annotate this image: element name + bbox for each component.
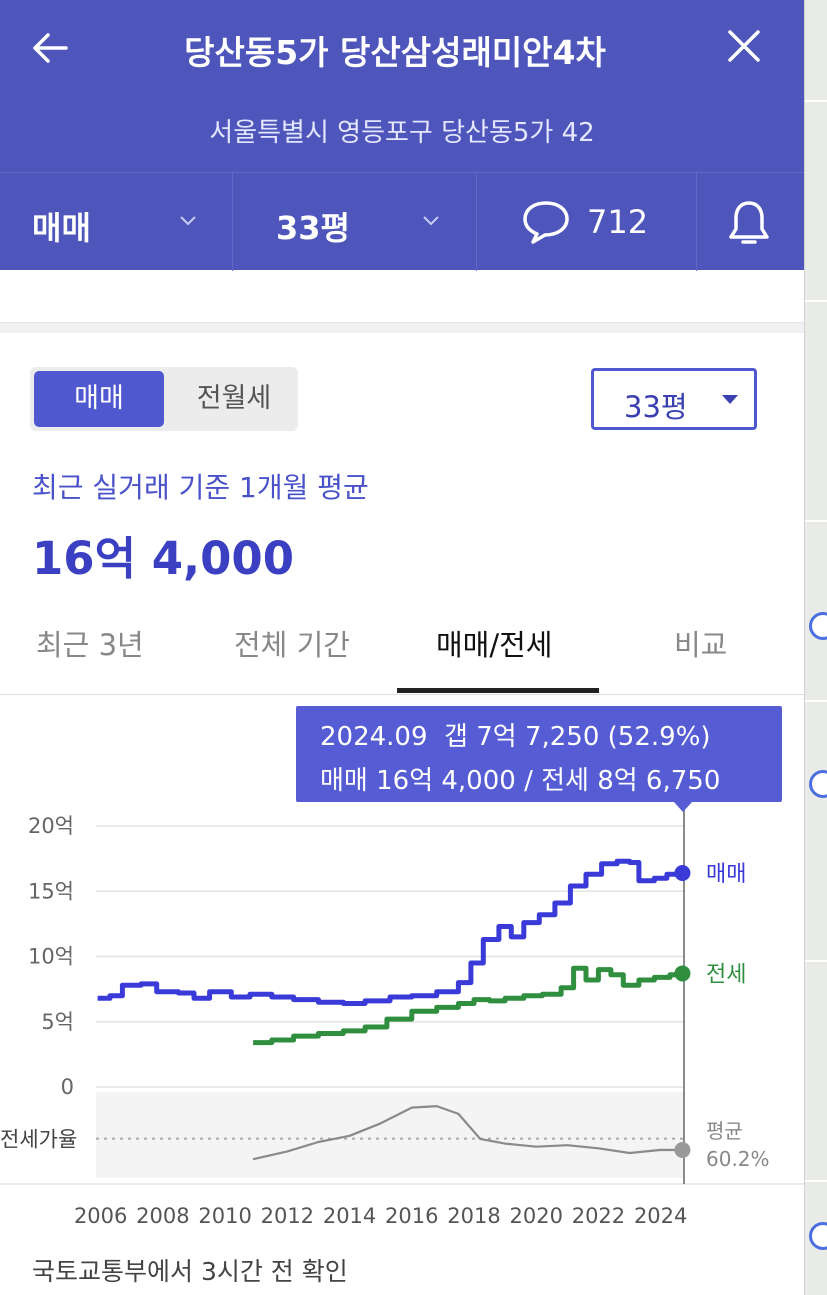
series-line-sale — [97, 858, 685, 1006]
series-label-jeonse: 전세 — [706, 962, 746, 987]
chart-tooltip: 2024.09 갭 7억 7,250 (52.9%) 매매 16억 4,000 … — [296, 706, 782, 812]
x-tick-label: 2006 — [74, 1204, 127, 1228]
active-tab-indicator — [397, 688, 599, 693]
tab-all-period[interactable]: 전체 기간 — [234, 628, 350, 662]
trade-type-dropdown[interactable]: 매매 — [0, 173, 233, 271]
trade-type-label: 매매 — [32, 209, 91, 247]
close-icon[interactable] — [726, 28, 762, 64]
speech-bubble-icon — [523, 201, 569, 244]
average-price: 16억 4,000 — [32, 532, 295, 585]
sale-end-marker — [674, 864, 691, 881]
bell-icon — [729, 201, 769, 244]
size-select[interactable]: 33평 — [591, 368, 757, 430]
x-tick-label: 2016 — [385, 1204, 438, 1228]
x-tick-label: 2024 — [634, 1204, 687, 1228]
ratio-end-marker — [674, 1142, 691, 1159]
chevron-down-icon — [423, 216, 439, 226]
ratio-average-label: 평균 — [706, 1119, 743, 1143]
y-tick-label: 5억 — [41, 1010, 74, 1034]
jeonse-end-marker — [674, 965, 691, 982]
x-tick-label: 2008 — [136, 1204, 189, 1228]
caret-down-icon — [722, 395, 738, 404]
price-chart[interactable]: 20억 15억 10억 5억 0 2006 2008 2010 2012 2014 2016 2018… — [0, 800, 804, 1240]
header-bar: 당산동5가 당산삼성래미안4차 서울특별시 영등포구 당산동5가 42 매매 3… — [0, 0, 804, 271]
property-panel: 당산동5가 당산삼성래미안4차 서울특별시 영등포구 당산동5가 42 매매 3… — [0, 0, 804, 1286]
series-label-sale: 매매 — [706, 862, 746, 887]
toggle-rent-button[interactable]: 전월세 — [196, 383, 272, 414]
tooltip-price-line: 매매 16억 4,000 / 전세 8억 6,750 — [320, 766, 721, 796]
y-tick-label: 15억 — [28, 879, 74, 903]
x-tick-label: 2018 — [447, 1204, 500, 1228]
size-select-value: 33평 — [624, 390, 688, 424]
ratio-band — [96, 1092, 684, 1178]
address-text: 서울특별시 영등포구 당산동5가 42 — [209, 118, 595, 148]
map-pin-icon[interactable] — [809, 770, 827, 798]
comments-button[interactable]: 712 — [477, 173, 697, 271]
comment-count: 712 — [587, 203, 649, 241]
chevron-down-icon — [180, 216, 196, 226]
filter-bar: 매매 33평 712 — [0, 172, 804, 271]
ratio-axis-label: 전세가율 — [0, 1128, 77, 1152]
x-tick-label: 2010 — [198, 1204, 251, 1228]
toggle-sale-button[interactable]: 매매 — [34, 371, 164, 427]
tab-sale-jeonse[interactable]: 매매/전세 — [436, 628, 553, 662]
x-tick-label: 2020 — [509, 1204, 562, 1228]
chart-tabs: 최근 3년 전체 기간 매매/전세 비교 — [0, 600, 804, 695]
tab-recent-3y[interactable]: 최근 3년 — [36, 628, 144, 662]
series-line-jeonse — [253, 965, 685, 1046]
y-tick-label: 10억 — [28, 945, 74, 969]
data-source-note: 국토교통부에서 3시간 전 확인 — [32, 1257, 348, 1286]
tab-compare[interactable]: 비교 — [674, 628, 728, 662]
average-label: 최근 실거래 기준 1개월 평균 — [32, 471, 369, 504]
area-label: 33평 — [276, 209, 350, 247]
x-tick-label: 2012 — [261, 1204, 314, 1228]
trade-toggle: 매매 전월세 — [30, 367, 298, 431]
map-pin-icon[interactable] — [809, 1222, 827, 1250]
ratio-average-value: 60.2% — [706, 1147, 770, 1171]
page-title: 당산동5가 당산삼성래미안4차 — [184, 33, 606, 72]
series-line-jeonse-ratio — [252, 1105, 683, 1161]
area-dropdown[interactable]: 33평 — [233, 173, 477, 271]
map-background[interactable] — [804, 0, 827, 1295]
back-arrow-icon[interactable] — [30, 28, 70, 68]
y-tick-label: 0 — [61, 1075, 74, 1099]
map-pin-icon[interactable] — [809, 612, 827, 640]
x-tick-label: 2022 — [572, 1204, 625, 1228]
alert-button[interactable] — [697, 173, 804, 271]
section-divider — [0, 322, 804, 333]
y-tick-label: 20억 — [28, 814, 74, 838]
tooltip-gap-line: 2024.09 갭 7억 7,250 (52.9%) — [320, 722, 711, 752]
x-tick-label: 2014 — [323, 1204, 376, 1228]
tooltip-pointer — [674, 802, 692, 812]
